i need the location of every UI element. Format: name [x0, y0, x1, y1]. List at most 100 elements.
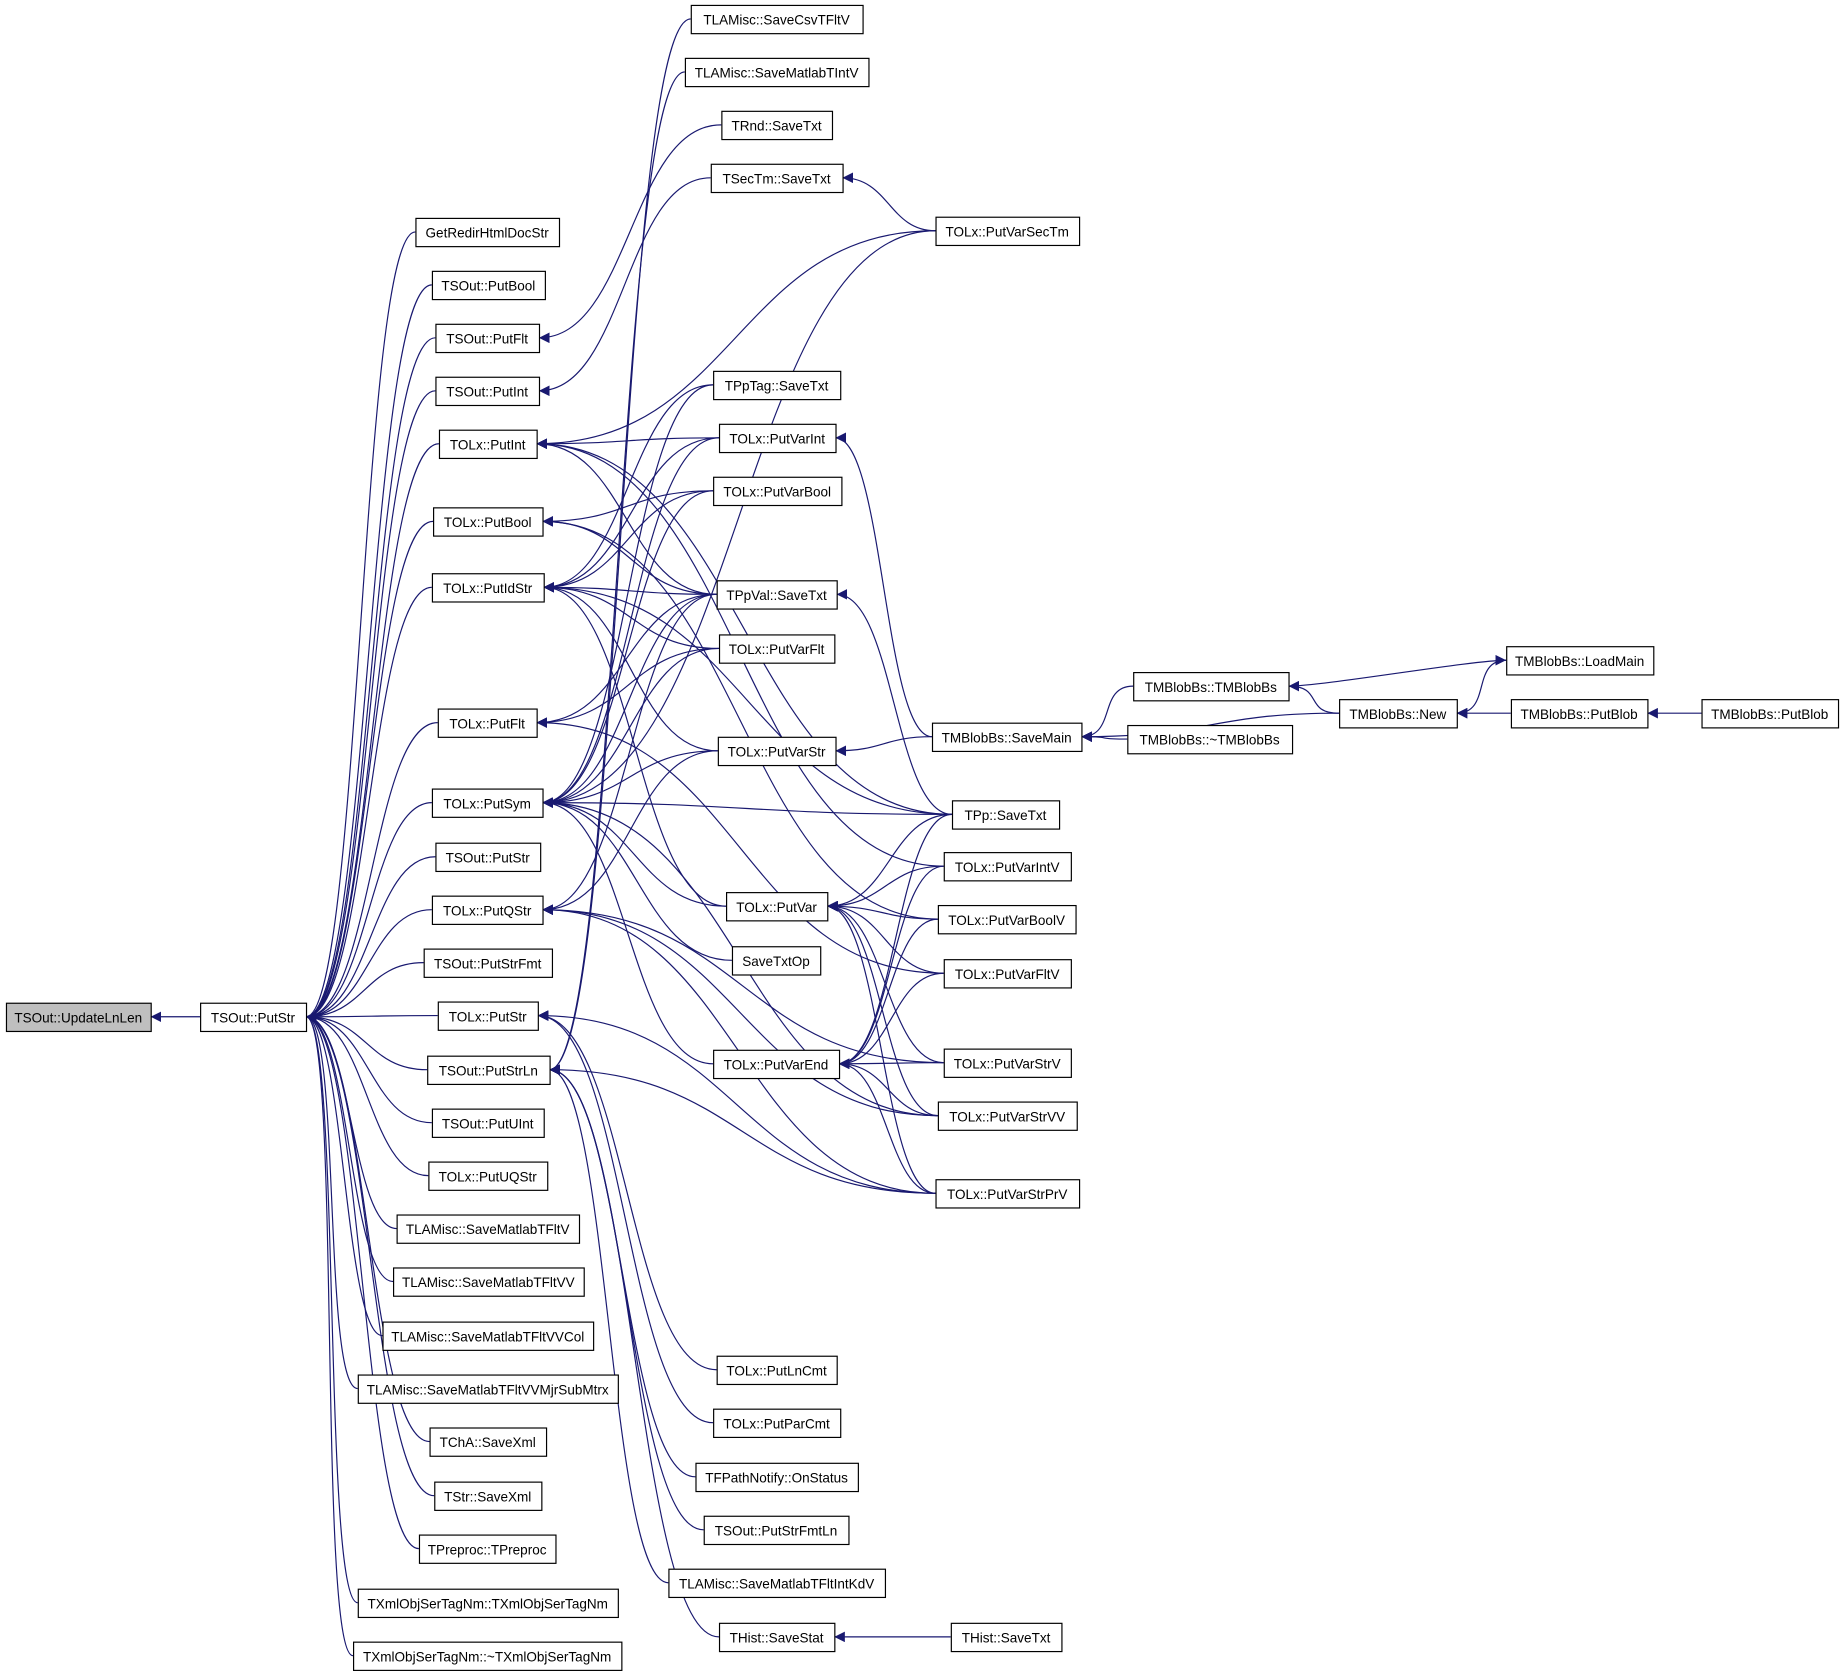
node-label: TSOut::PutUInt: [442, 1116, 534, 1131]
node-tsout-putstrln[interactable]: TSOut::PutStrLn: [427, 1055, 551, 1086]
node-tmblobbs-savemain[interactable]: TMBlobBs::SaveMain: [931, 722, 1083, 753]
node-label: TOLx::PutBool: [444, 515, 532, 530]
edge-olx-putvarstrprv-to-olx-putstr: [537, 1010, 936, 1194]
nodes: TSOut::UpdateLnLen TSOut::PutStr GetRedirH…: [5, 4, 1840, 1671]
node-tlamisc-savematlabtfltvvmjrsubmtrx[interactable]: TLAMisc::SaveMatlabTFltVVMjrSubMtrx: [357, 1374, 619, 1404]
node-tmblobbs-putblob[interactable]: TMBlobBs::PutBlob: [1510, 699, 1649, 729]
edge-sout-putuint-to-sout-putstr: [305, 1011, 432, 1124]
node-label: TSOut::PutBool: [441, 279, 535, 294]
node-tsout-putstr[interactable]: TSOut::PutStr: [435, 842, 542, 873]
node-tolx-putparcmt[interactable]: TOLx::PutParCmt: [713, 1408, 842, 1439]
node-tsout-putstrfmt[interactable]: TSOut::PutStrFmt: [423, 948, 554, 978]
node-tsectm-savetxt[interactable]: TSecTm::SaveTxt: [710, 163, 844, 194]
node-tfpathnotify-onstatus[interactable]: TFPathNotify::OnStatus: [695, 1462, 859, 1493]
node-label: TSOut::PutStr: [446, 850, 531, 865]
node-tolx-putvarflt[interactable]: TOLx::PutVarFlt: [718, 634, 836, 664]
node-tolx-putvarend[interactable]: TOLx::PutVarEnd: [713, 1049, 841, 1080]
node-tsout-updatelnlen[interactable]: TSOut::UpdateLnLen: [5, 1002, 152, 1033]
node-tolx-putvarstrvv[interactable]: TOLx::PutVarStrVV: [937, 1101, 1078, 1131]
node-tlamisc-savematlabtfltintkdv[interactable]: TLAMisc::SaveMatlabTFltIntKdV: [668, 1568, 887, 1599]
node-box: [435, 323, 541, 354]
edge-olx-putvarsectm-to-sectm-savetxt: [842, 172, 936, 232]
node-tmblobbs-new[interactable]: TMBlobBs::New: [1339, 699, 1458, 729]
node-tolx-putvarboolv[interactable]: TOLx::PutVarBoolV: [937, 904, 1077, 935]
node-tmblobbs-putblob[interactable]: TMBlobBs::PutBlob: [1701, 699, 1840, 729]
edge-la-smtfltvvcol-to-sout-putstr: [305, 1011, 383, 1337]
node-txmlobjsertagnm-txmlobjsertagnm[interactable]: TXmlObjSerTagNm::TXmlObjSerTagNm: [357, 1588, 619, 1619]
edge-ppval-savetxt-to-olx-putint: [536, 438, 717, 595]
node-trnd-savetxt[interactable]: TRnd::SaveTxt: [721, 110, 834, 141]
node-box: [1701, 699, 1840, 729]
node-tstr-savexml[interactable]: TStr::SaveXml: [434, 1481, 543, 1511]
node-tcha-savexml[interactable]: TChA::SaveXml: [429, 1427, 548, 1457]
node-tolx-putbool[interactable]: TOLx::PutBool: [433, 507, 544, 537]
edge-olx-putvarstrvv-to-olx-putqstr: [542, 904, 938, 1117]
node-thist-savetxt[interactable]: THist::SaveTxt: [950, 1622, 1063, 1653]
node-tolx-putvarstrprv[interactable]: TOLx::PutVarStrPrV: [935, 1179, 1081, 1209]
node-tolx-putvarstr[interactable]: TOLx::PutVarStr: [717, 736, 837, 767]
node-label: TOLx::PutVarBool: [723, 484, 831, 499]
node-tolx-putint[interactable]: TOLx::PutInt: [438, 429, 538, 460]
node-tolx-putstr[interactable]: TOLx::PutStr: [437, 1001, 539, 1031]
node-tolx-putvarint[interactable]: TOLx::PutVarInt: [718, 423, 837, 454]
edge-olx-putvarfltv-to-olx-putvarend: [838, 972, 944, 1070]
node-tolx-putvarfltv[interactable]: TOLx::PutVarFltV: [943, 959, 1072, 989]
node-tsout-putstrfmtln[interactable]: TSOut::PutStrFmtLn: [703, 1515, 850, 1546]
node-box: [721, 110, 834, 141]
node-tlamisc-savecsvtfltv[interactable]: TLAMisc::SaveCsvTFltV: [690, 4, 864, 35]
node-tmblobbs-tmblobbs[interactable]: TMBlobBs::TMBlobBs: [1133, 672, 1290, 702]
node-tolx-putqstr[interactable]: TOLx::PutQStr: [431, 895, 544, 925]
edge-olx-putvarintv-to-olx-putvar: [827, 865, 944, 912]
node-tolx-putlncmt[interactable]: TOLx::PutLnCmt: [716, 1355, 838, 1386]
node-tolx-putvarsectm[interactable]: TOLx::PutVarSecTm: [935, 216, 1081, 247]
edge-olx-putvarint-to-olx-putidstr: [543, 437, 719, 593]
node-tolx-putsym[interactable]: TOLx::PutSym: [431, 788, 544, 818]
node-tpreproc-tpreproc[interactable]: TPreproc::TPreproc: [418, 1534, 557, 1564]
node-getredirhtmldocstr[interactable]: GetRedirHtmlDocStr: [415, 217, 561, 248]
edge-pp-savetxt-to-olx-putvarend: [838, 813, 952, 1070]
node-tsout-putflt[interactable]: TSOut::PutFlt: [435, 323, 541, 354]
node-box: [433, 507, 544, 537]
node-tsout-putbool[interactable]: TSOut::PutBool: [431, 270, 546, 301]
node-tolx-putvarbool[interactable]: TOLx::PutVarBool: [713, 476, 843, 507]
node-box: [718, 1622, 836, 1653]
node-tolx-putvarintv[interactable]: TOLx::PutVarIntV: [943, 852, 1072, 882]
node-box: [396, 1214, 581, 1244]
node-tolx-putvar[interactable]: TOLx::PutVar: [725, 892, 829, 922]
node-tolx-putidstr[interactable]: TOLx::PutIdStr: [431, 573, 545, 603]
node-label: TRnd::SaveTxt: [732, 119, 822, 134]
node-tsout-putint[interactable]: TSOut::PutInt: [435, 376, 541, 407]
node-savetxtop[interactable]: SaveTxtOp: [731, 946, 822, 976]
node-tolx-putuqstr[interactable]: TOLx::PutUQStr: [428, 1161, 549, 1191]
edge-mb-savemain-to-olx-putvarint: [835, 432, 932, 738]
node-tlamisc-savematlabtfltvvcol[interactable]: TLAMisc::SaveMatlabTFltVVCol: [382, 1321, 595, 1351]
node-label: TSOut::PutStrFmtLn: [715, 1523, 837, 1538]
node-tlamisc-savematlabtfltv[interactable]: TLAMisc::SaveMatlabTFltV: [396, 1214, 581, 1244]
node-label: TMBlobBs::PutBlob: [1711, 707, 1828, 722]
edge-olx-putbool-to-sout-putstr: [305, 520, 434, 1022]
node-tolx-putvarstrv[interactable]: TOLx::PutVarStrV: [943, 1048, 1072, 1078]
node-box: [1127, 724, 1294, 755]
node-tpptag-savetxt[interactable]: TPpTag::SaveTxt: [713, 370, 842, 401]
node-thist-savestat[interactable]: THist::SaveStat: [718, 1622, 836, 1653]
node-tlamisc-savematlabtintv[interactable]: TLAMisc::SaveMatlabTIntV: [684, 57, 870, 88]
node-txmlobjsertagnm-txmlobjsertagnm[interactable]: TXmlObjSerTagNm::~TXmlObjSerTagNm: [352, 1641, 623, 1671]
node-label: TLAMisc::SaveMatlabTFltIntKdV: [679, 1576, 874, 1591]
node-tsout-putuint[interactable]: TSOut::PutUInt: [431, 1108, 545, 1138]
edge-rnd-savetxt-to-sout-putflt: [538, 124, 722, 344]
edge-olx-putvarstrvv-to-olx-putvarend: [838, 1058, 938, 1117]
node-tmblobbs-loadmain[interactable]: TMBlobBs::LoadMain: [1506, 646, 1655, 676]
node-label: THist::SaveTxt: [962, 1631, 1051, 1646]
node-tlamisc-savematlabtfltvv[interactable]: TLAMisc::SaveMatlabTFltVV: [393, 1267, 585, 1297]
edge-mb-ctor-to-mb-loadmain: [1288, 654, 1507, 687]
node-tpp-savetxt[interactable]: TPp::SaveTxt: [951, 800, 1061, 830]
node-tolx-putflt[interactable]: TOLx::PutFlt: [437, 708, 538, 738]
node-box: [935, 216, 1081, 247]
node-tmblobbs-tmblobbs[interactable]: TMBlobBs::~TMBlobBs: [1127, 724, 1294, 755]
edge-la-savecsv-to-sout-putstrln: [549, 18, 691, 1075]
node-box: [1133, 672, 1290, 702]
node-tppval-savetxt[interactable]: TPpVal::SaveTxt: [716, 580, 838, 610]
node-label: TPp::SaveTxt: [965, 808, 1047, 823]
edge-olx-putint-to-sout-putstr: [305, 443, 439, 1022]
node-tsout-putstr[interactable]: TSOut::PutStr: [200, 1002, 308, 1033]
